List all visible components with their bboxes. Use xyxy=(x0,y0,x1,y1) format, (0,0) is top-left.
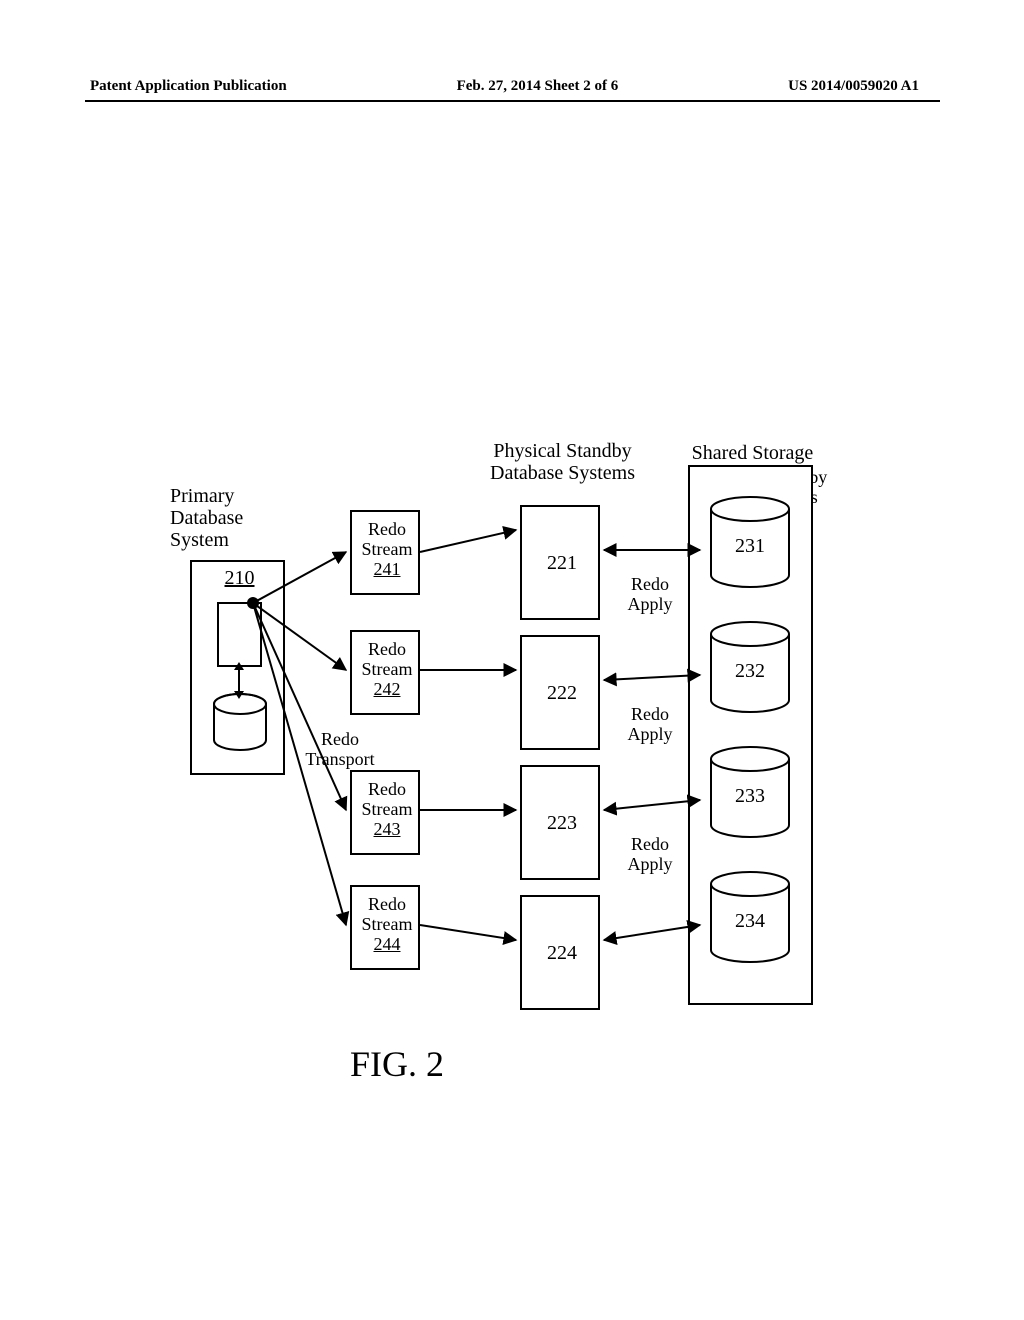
standby-222-label: 222 xyxy=(522,682,602,704)
file-234-label: 234 xyxy=(705,910,795,932)
primary-db-label: 210 xyxy=(192,567,287,589)
standby-221-label: 221 xyxy=(522,552,602,574)
redo-apply-3-label: RedoApply xyxy=(615,835,685,875)
redo-stream-244-box: RedoStream 244 xyxy=(350,885,420,970)
header-right: US 2014/0059020 A1 xyxy=(788,78,919,95)
figure-label: FIG. 2 xyxy=(350,1043,444,1085)
shared-storage-header: Shared Storage xyxy=(680,442,825,464)
redo-stream-242-label: RedoStream 242 xyxy=(352,640,422,699)
standby-224-box: 224 xyxy=(520,895,600,1010)
primary-db-box: 210 xyxy=(190,560,285,775)
redo-stream-244-label: RedoStream 244 xyxy=(352,895,422,954)
header-left: Patent Application Publication xyxy=(90,78,287,95)
figure-2-diagram: Primary DatabaseSystem Physical StandbyD… xyxy=(180,220,830,1120)
standby-223-label: 223 xyxy=(522,812,602,834)
header-center: Feb. 27, 2014 Sheet 2 of 6 xyxy=(457,78,619,95)
file-232-label: 232 xyxy=(705,660,795,682)
header-divider xyxy=(85,100,940,102)
page-header: Patent Application Publication Feb. 27, … xyxy=(0,78,1024,95)
primary-db-header: Primary DatabaseSystem xyxy=(170,485,310,551)
file-233-label: 233 xyxy=(705,785,795,807)
redo-apply-1-label: RedoApply xyxy=(615,575,685,615)
standby-222-box: 222 xyxy=(520,635,600,750)
redo-apply-2-label: RedoApply xyxy=(615,705,685,745)
redo-stream-243-label: RedoStream 243 xyxy=(352,780,422,839)
primary-inner-arrow-icon xyxy=(232,662,247,702)
redo-stream-243-box: RedoStream 243 xyxy=(350,770,420,855)
file-231-label: 231 xyxy=(705,535,795,557)
standby-221-box: 221 xyxy=(520,505,600,620)
redo-stream-241-box: RedoStream 241 xyxy=(350,510,420,595)
standby-224-label: 224 xyxy=(522,942,602,964)
standby-223-box: 223 xyxy=(520,765,600,880)
redo-stream-241-label: RedoStream 241 xyxy=(352,520,422,579)
standby-sys-header: Physical StandbyDatabase Systems xyxy=(480,440,645,484)
redo-stream-242-box: RedoStream 242 xyxy=(350,630,420,715)
primary-db-inner-node xyxy=(217,602,262,667)
redo-transport-label: RedoTransport xyxy=(295,730,385,770)
